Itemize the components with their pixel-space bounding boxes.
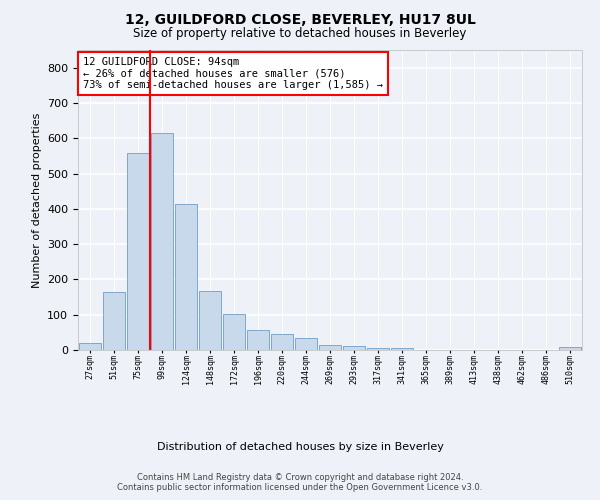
Bar (151, 133, 173, 350)
Bar (247, 330, 269, 350)
Text: 12, GUILDFORD CLOSE, BEVERLEY, HU17 8UL: 12, GUILDFORD CLOSE, BEVERLEY, HU17 8UL (125, 12, 475, 26)
Bar (127, 153, 149, 350)
Bar (295, 338, 317, 350)
Bar (79, 343, 101, 350)
Bar (391, 348, 413, 350)
Bar (367, 348, 389, 350)
Bar (103, 292, 125, 350)
Text: Size of property relative to detached houses in Beverley: Size of property relative to detached ho… (133, 28, 467, 40)
Bar (271, 334, 293, 350)
Text: 12 GUILDFORD CLOSE: 94sqm
← 26% of detached houses are smaller (576)
73% of semi: 12 GUILDFORD CLOSE: 94sqm ← 26% of detac… (83, 57, 383, 90)
Bar (343, 346, 365, 350)
Bar (199, 290, 221, 350)
Bar (175, 204, 197, 350)
Bar (559, 347, 581, 350)
Text: Contains public sector information licensed under the Open Government Licence v3: Contains public sector information licen… (118, 484, 482, 492)
Bar (223, 314, 245, 350)
Text: Contains HM Land Registry data © Crown copyright and database right 2024.: Contains HM Land Registry data © Crown c… (137, 472, 463, 482)
Y-axis label: Number of detached properties: Number of detached properties (32, 112, 41, 288)
Text: Distribution of detached houses by size in Beverley: Distribution of detached houses by size … (157, 442, 443, 452)
Bar (319, 344, 341, 350)
